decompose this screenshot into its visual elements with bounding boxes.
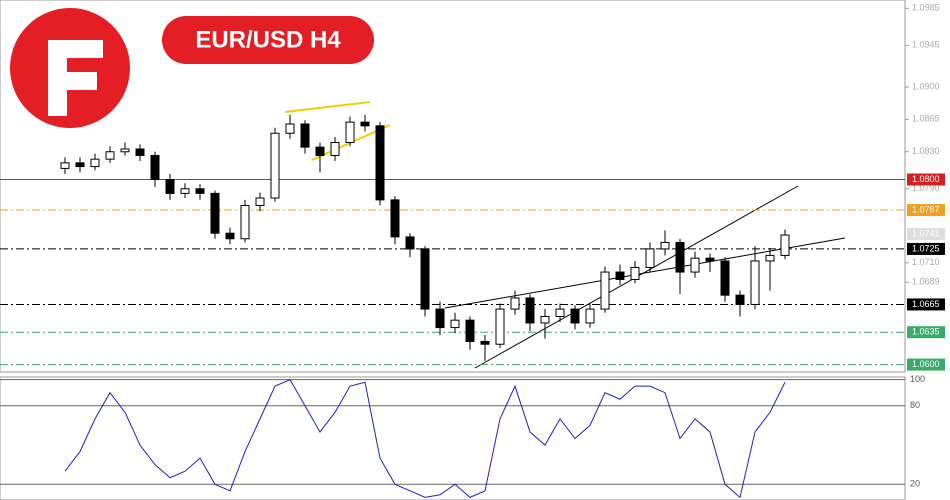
candle-body [375, 125, 385, 201]
candle-body [270, 132, 280, 199]
candle-body [600, 271, 610, 310]
y-tick-label: 20 [910, 479, 920, 489]
candle-body [420, 248, 430, 310]
candle-body [60, 162, 70, 169]
candle-body [510, 297, 520, 310]
candle-body [690, 257, 700, 273]
level-badge [907, 326, 945, 339]
candle-body [345, 121, 355, 144]
candle-body [585, 308, 595, 324]
logo [10, 8, 130, 128]
candle-body [705, 257, 715, 262]
candle-body [210, 192, 220, 234]
candle-body [165, 179, 175, 194]
y-tick-label: 1.0985 [912, 3, 940, 13]
y-tick-label: 1.0945 [912, 40, 940, 50]
channel-line [444, 237, 846, 309]
candle-body [675, 241, 685, 273]
candle-body [765, 254, 775, 262]
level-label: 1.0767 [912, 204, 940, 214]
candle-body [225, 232, 235, 240]
y-tick-label: 80 [910, 400, 920, 410]
level-badge [907, 298, 945, 311]
level-label: 1.0741 [912, 228, 940, 238]
chart-title: EUR/USD H4 [195, 26, 341, 53]
candle-body [750, 260, 760, 305]
candle-body [105, 151, 115, 160]
level-badge [907, 242, 945, 255]
y-tick-label: 1.0689 [912, 277, 940, 287]
y-tick-label: 1.0900 [912, 81, 940, 91]
candle-body [195, 188, 205, 194]
candle-body [360, 121, 370, 127]
oscillator-panel [0, 376, 906, 500]
level-badge [907, 358, 945, 371]
price-panel [0, 0, 906, 373]
candle-body [780, 234, 790, 256]
trend-line [284, 101, 371, 113]
level-label: 1.0600 [912, 359, 940, 369]
y-tick-label: 1.0865 [912, 114, 940, 124]
candle-body [120, 148, 130, 153]
candle-body [615, 271, 625, 280]
candle-body [525, 297, 535, 324]
candle-body [495, 308, 505, 345]
candle-body [255, 197, 265, 206]
candle-body [435, 308, 445, 329]
candle-body [450, 319, 460, 329]
candle-body [330, 142, 340, 156]
level-label: 1.0635 [912, 327, 940, 337]
level-badge [907, 173, 945, 186]
candle-body [75, 162, 85, 168]
candle-body [180, 188, 190, 194]
level-label: 1.0800 [912, 174, 940, 184]
level-label: 1.0725 [912, 243, 940, 253]
oscillator-line [64, 378, 786, 499]
y-tick-label: 1.0830 [912, 146, 940, 156]
candle-body [645, 248, 655, 268]
level-badge [907, 204, 945, 217]
candle-body [735, 294, 745, 305]
candle-body [540, 315, 550, 324]
candle-body [135, 148, 145, 156]
y-tick-label: 1.0710 [912, 257, 940, 267]
candle-body [285, 123, 295, 134]
candle-body [240, 204, 250, 240]
logo-mark [48, 40, 103, 116]
candle-body [405, 236, 415, 250]
candle-body [465, 319, 475, 342]
candle-body [630, 266, 640, 280]
candle-body [300, 123, 310, 148]
candle-body [480, 340, 490, 345]
y-tick-label: 100 [910, 374, 925, 384]
y-tick-label: 1.0790 [912, 183, 940, 193]
candle-body [90, 158, 100, 168]
level-label: 1.0665 [912, 299, 940, 309]
candle-body [570, 308, 580, 324]
candle-body [555, 308, 565, 317]
candle-body [315, 146, 325, 156]
level-badge [907, 228, 945, 241]
candle-body [720, 260, 730, 296]
candle-body [660, 241, 670, 250]
title-badge [162, 16, 374, 64]
candle-body [390, 199, 400, 238]
candle-body [150, 154, 160, 181]
